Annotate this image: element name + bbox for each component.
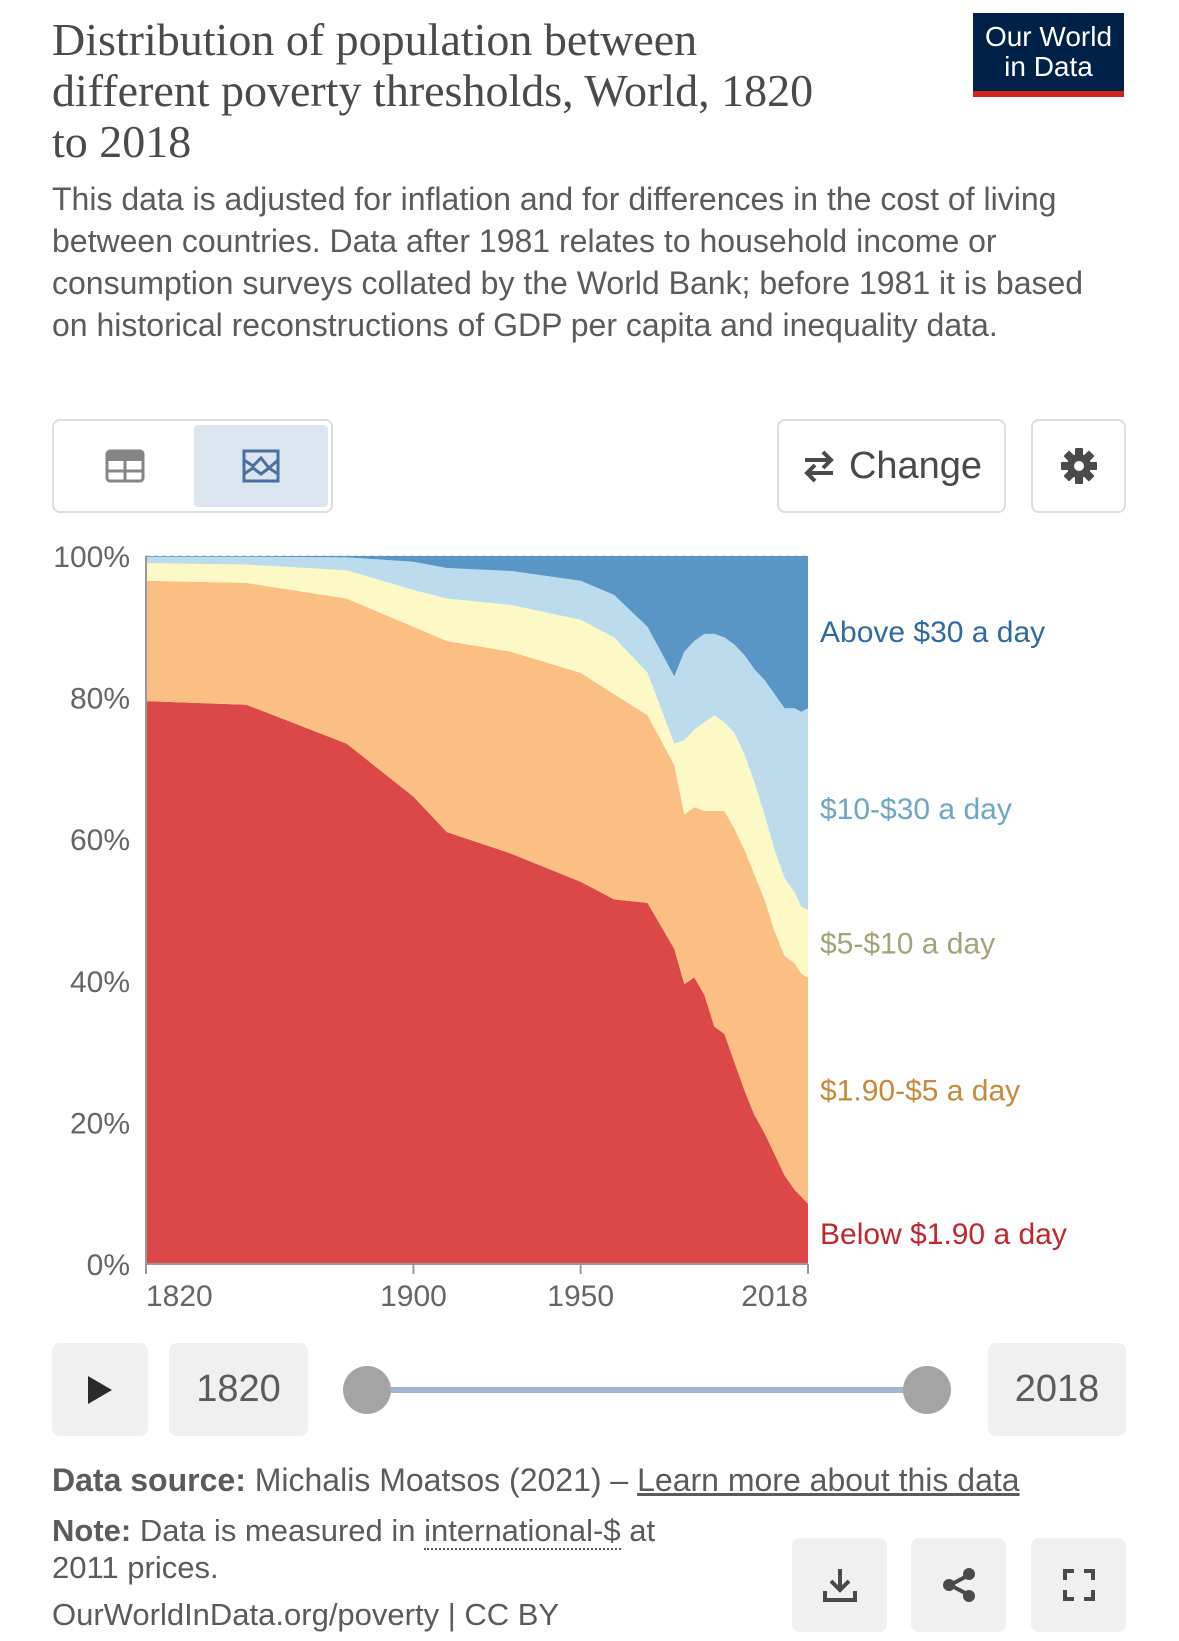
play-button[interactable] — [52, 1343, 148, 1436]
area-series-0[interactable] — [146, 701, 808, 1264]
note-label: Note: — [52, 1513, 132, 1548]
swap-arrows-icon — [804, 450, 834, 483]
x-tick-label: 1900 — [380, 1280, 447, 1313]
chart-note: Note: Data is measured in international-… — [52, 1512, 712, 1586]
stacked-area-chart: 0% 20% 40% 60% 80% 100% 1820 1900 1950 2018 Below… — [53, 541, 1067, 1313]
note-post: at 2011 prices. — [52, 1513, 656, 1585]
logo-line-2: in Data — [1004, 51, 1093, 82]
source-url[interactable]: OurWorldInData.org/poverty | CC BY — [52, 1597, 560, 1632]
series-label-1: $1.90-$5 a day — [820, 1075, 1020, 1108]
settings-button[interactable] — [1031, 419, 1126, 513]
y-tick-label: 100% — [53, 541, 130, 574]
fullscreen-button[interactable] — [1031, 1538, 1126, 1632]
y-tick-label: 80% — [70, 683, 130, 716]
start-year-handle[interactable] — [343, 1366, 391, 1414]
x-tick-label: 2018 — [741, 1280, 808, 1313]
source-label: Data source: — [52, 1462, 246, 1498]
area-series-1[interactable] — [146, 580, 808, 1204]
tab-chart[interactable] — [194, 425, 328, 507]
tab-table[interactable] — [58, 425, 192, 507]
y-tick-label: 60% — [70, 824, 130, 857]
x-tick-label: 1820 — [146, 1280, 213, 1313]
area-series-4[interactable] — [146, 556, 808, 712]
international-dollar-term[interactable]: international-$ — [424, 1513, 621, 1550]
gear-icon — [1060, 448, 1097, 484]
change-entity-button[interactable]: Change — [777, 419, 1006, 513]
y-tick-label: 20% — [70, 1107, 130, 1140]
y-tick-label: 40% — [70, 966, 130, 999]
share-icon — [942, 1568, 975, 1602]
area-series-3[interactable] — [146, 556, 808, 910]
chart-subtitle: This data is adjusted for inflation and … — [52, 181, 1084, 343]
download-icon — [822, 1569, 857, 1602]
end-year-label[interactable]: 2018 — [988, 1343, 1126, 1436]
series-label-3: $10-$30 a day — [820, 793, 1012, 826]
play-icon — [88, 1375, 112, 1404]
owid-logo[interactable]: Our World in Data — [973, 13, 1124, 97]
series-labels: Below $1.90 a day $1.90-$5 a day $5-$10 a … — [820, 616, 1067, 1251]
data-source: Data source: Michalis Moatsos (2021) – L… — [52, 1460, 1020, 1500]
y-tick-label: 0% — [87, 1249, 130, 1282]
change-button-label: Change — [848, 444, 983, 487]
logo-line-1: Our World — [984, 21, 1113, 52]
series-label-4: Above $30 a day — [820, 616, 1045, 649]
share-button[interactable] — [911, 1538, 1006, 1632]
timeline-slider-track[interactable] — [368, 1387, 928, 1393]
end-year-handle[interactable] — [903, 1366, 951, 1414]
series-label-2: $5-$10 a day — [820, 928, 995, 961]
download-button[interactable] — [792, 1538, 887, 1632]
fullscreen-icon — [1062, 1569, 1095, 1601]
axes: 0% 20% 40% 60% 80% 100% 1820 1900 1950 2018 — [53, 541, 809, 1313]
table-icon — [105, 449, 145, 483]
note-pre: Data is measured in — [131, 1513, 425, 1548]
start-year-label[interactable]: 1820 — [169, 1343, 308, 1436]
series-label-0: Below $1.90 a day — [820, 1218, 1067, 1251]
area-series-2[interactable] — [146, 563, 808, 978]
area-series — [146, 556, 808, 1264]
x-tick-label: 1950 — [547, 1280, 614, 1313]
chart-title: Distribution of population between diffe… — [52, 14, 814, 167]
chart-icon — [242, 449, 280, 483]
view-tabs — [52, 419, 333, 513]
learn-more-link[interactable]: Learn more about this data — [637, 1462, 1020, 1498]
source-text: Michalis Moatsos (2021) – — [245, 1462, 638, 1498]
